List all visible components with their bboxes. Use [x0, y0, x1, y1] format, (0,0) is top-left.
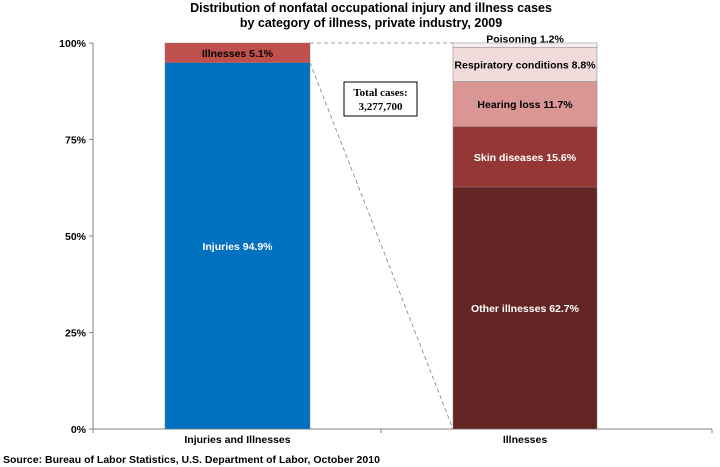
bars: Injuries 94.9% Illnesses 5.1% Other illnes… [164, 34, 598, 430]
bar-segment-poisoning [452, 42, 598, 48]
data-label-respiratory-conditions: Respiratory conditions 8.8% [454, 60, 596, 72]
chart-title-line-2: by category of illness, private industry… [240, 16, 502, 30]
y-tick-label: 0% [71, 424, 87, 436]
source-note: Source: Bureau of Labor Statistics, U.S.… [3, 454, 380, 466]
data-label-injuries: Injuries 94.9% [202, 241, 273, 253]
chart-title-line-1: Distribution of nonfatal occupational in… [190, 1, 552, 15]
total-cases-box: Total cases: 3,277,700 [343, 81, 418, 117]
connector-lines [309, 42, 454, 430]
y-tick-label: 50% [65, 231, 87, 243]
data-label-poisoning: Poisoning 1.2% [486, 34, 564, 46]
y-tick-label: 100% [59, 38, 87, 50]
x-tick-label: Illnesses [503, 434, 548, 446]
data-label-skin-diseases: Skin diseases 15.6% [474, 152, 577, 164]
data-label-illnesses: Illnesses 5.1% [202, 48, 274, 60]
bar-segment-respiratory-conditions [452, 47, 598, 82]
total-cases-label: Total cases: [353, 87, 407, 99]
connector-line-bottom [309, 62, 454, 430]
total-cases-box-frame [343, 81, 418, 117]
x-tick-label: Injuries and Illnesses [184, 434, 290, 446]
bar-segment-hearing-loss [452, 81, 598, 128]
data-label-other-illnesses: Other illnesses 62.7% [471, 303, 580, 315]
bar-segment-skin-diseases [452, 126, 598, 188]
y-tick-label: 25% [65, 328, 87, 340]
y-tick-label: 75% [65, 135, 87, 147]
bar-segment-injuries [164, 62, 311, 430]
total-cases-value: 3,277,700 [359, 101, 404, 113]
data-label-hearing-loss: Hearing loss 11.7% [477, 99, 573, 111]
bar-segment-illnesses [164, 42, 311, 63]
